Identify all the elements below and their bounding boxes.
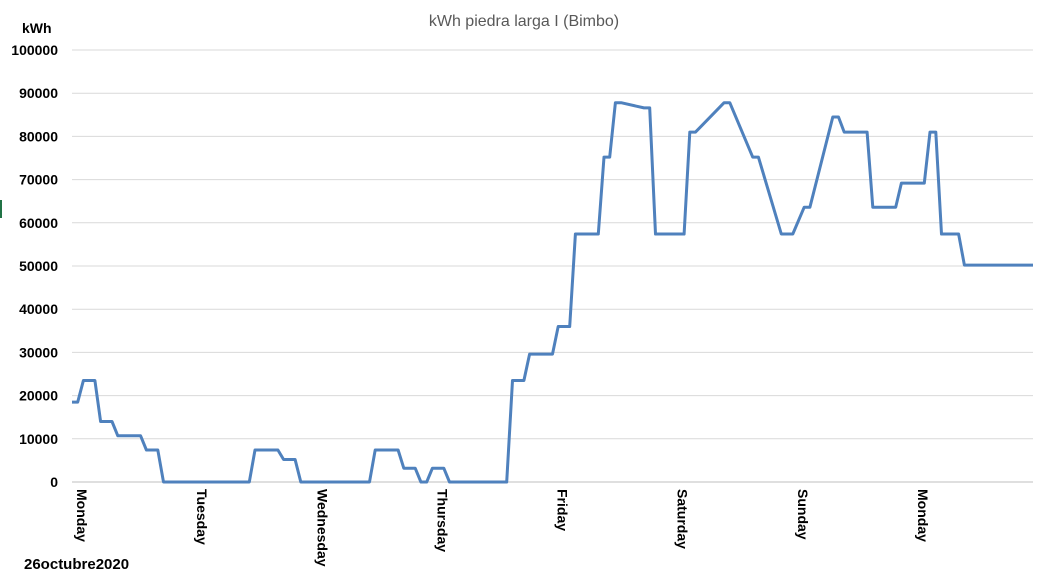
- chart-title: kWh piedra larga I (Bimbo): [429, 13, 619, 30]
- x-tick-label: Monday: [74, 489, 90, 542]
- y-axis-ticks: 0 10000 20000 30000 40000 50000 60000 70000 8000…: [11, 42, 58, 490]
- y-tick-label: 80000: [19, 128, 58, 144]
- date-footnote: 26octubre2020: [24, 556, 130, 573]
- x-tick-label: Tuesday: [194, 489, 210, 545]
- x-tick-label: Sunday: [795, 489, 811, 540]
- x-tick-label: Monday: [915, 489, 931, 542]
- y-tick-label: 10000: [19, 431, 58, 447]
- y-tick-label: 30000: [19, 344, 58, 360]
- y-tick-label: 50000: [19, 258, 58, 274]
- x-tick-label: Friday: [555, 489, 571, 531]
- x-axis-ticks: Monday Tuesday Wednesday Thursday Friday Satu…: [74, 489, 931, 567]
- series-line: [72, 101, 1033, 484]
- x-tick-label: Thursday: [434, 489, 450, 552]
- x-tick-label: Saturday: [675, 489, 691, 549]
- left-edge-marker: [0, 200, 2, 218]
- y-tick-label: 70000: [19, 172, 58, 188]
- y-axis-label: kWh: [22, 20, 52, 36]
- y-tick-label: 60000: [19, 215, 58, 231]
- y-tick-label: 20000: [19, 388, 58, 404]
- gridlines: [72, 49, 1033, 440]
- y-tick-label: 100000: [11, 42, 58, 58]
- y-tick-label: 90000: [19, 85, 58, 101]
- x-tick-label: Wednesday: [314, 489, 330, 567]
- y-tick-label: 40000: [19, 301, 58, 317]
- y-tick-label: 0: [50, 474, 58, 490]
